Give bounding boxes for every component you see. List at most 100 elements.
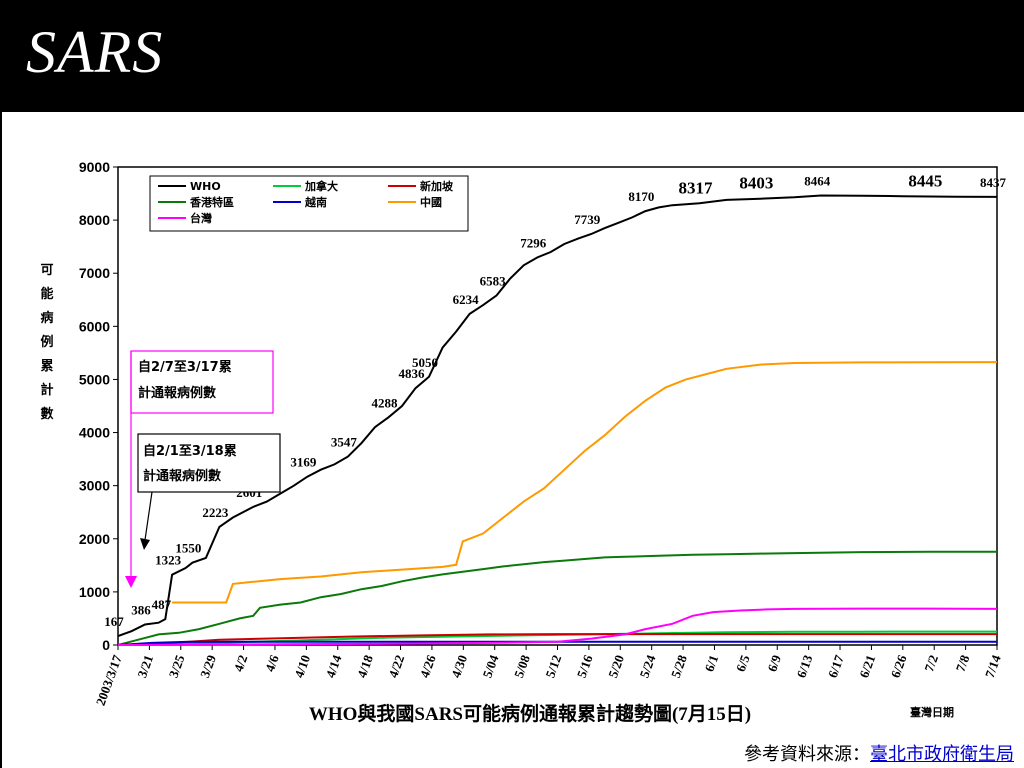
y-tick-label: 3000 — [79, 478, 110, 494]
x-tick-label: 2003/3/17 — [93, 652, 125, 707]
x-tick-label: 4/6 — [262, 652, 282, 673]
data-label: 8170 — [628, 189, 654, 204]
x-tick-labels: 2003/3/17 3/21 3/25 3/29 4/2 4/6 4/10 4/14 4/18 4… — [93, 645, 1004, 708]
data-label: 8437 — [980, 175, 1007, 190]
data-label: 6583 — [480, 273, 507, 288]
data-label: 8317 — [678, 178, 713, 197]
y-tick-label: 9000 — [79, 159, 110, 175]
data-label: 3169 — [290, 455, 317, 470]
legend-label: 中國 — [420, 195, 442, 209]
data-label: 8403 — [739, 174, 773, 193]
slide-title: SARS — [26, 19, 164, 85]
y-tick-label: 7000 — [79, 265, 110, 281]
y-tick-label: 1000 — [79, 584, 110, 600]
legend-label: 越南 — [304, 195, 327, 209]
data-label: 386 — [131, 602, 151, 617]
x-tick-label: 5/12 — [542, 653, 564, 680]
annotation-text: 計通報病例數 — [138, 385, 216, 401]
x-tick-label: 3/25 — [166, 652, 188, 679]
data-label: 2223 — [202, 505, 229, 520]
annotation-text: 自2/7至3/17累 — [138, 359, 232, 375]
x-tick-label: 4/22 — [385, 653, 407, 680]
data-label: 7296 — [520, 236, 547, 251]
y-tick-label: 4000 — [79, 425, 110, 441]
series-line — [117, 607, 998, 646]
data-label: 1550 — [175, 541, 201, 556]
x-tick-label: 3/29 — [197, 652, 219, 679]
data-labels: 1673864871323155022232601316935474288483… — [104, 171, 1006, 629]
x-tick-label: 6/13 — [793, 652, 815, 679]
series-line — [117, 633, 997, 646]
legend-label: 加拿大 — [304, 179, 338, 193]
chart-title: WHO與我國SARS可能病例通報累計趨勢圖(7月15日) — [309, 702, 751, 725]
x-tick-label: 5/20 — [605, 653, 627, 680]
annotation-arrowhead — [140, 538, 150, 550]
data-label: 8464 — [804, 173, 831, 188]
annotation-text: 計通報病例數 — [143, 468, 221, 484]
y-tick-labels: 0 1000 2000 3000 4000 5000 6000 7000 8000 9000 — [79, 159, 118, 653]
source-label: 參考資料來源： — [744, 744, 870, 765]
x-tick-label: 5/16 — [574, 652, 596, 679]
x-tick-label: 4/14 — [323, 652, 345, 679]
y-axis-title-char: 病 — [40, 310, 53, 326]
x-tick-label: 7/8 — [953, 652, 973, 673]
x-axis-title: 臺灣日期 — [910, 705, 954, 719]
x-tick-label: 5/28 — [668, 652, 690, 679]
data-label: 4288 — [371, 395, 398, 410]
x-tick-label: 4/18 — [354, 652, 376, 679]
legend-label: 香港特區 — [189, 195, 234, 209]
x-tick-label: 6/26 — [888, 652, 910, 679]
slide-header: SARS — [0, 0, 1024, 112]
data-label: 8445 — [908, 171, 942, 190]
series-lines — [117, 194, 998, 646]
legend-label: 新加坡 — [420, 179, 454, 193]
x-tick-label: 5/24 — [636, 652, 658, 679]
data-label: 7739 — [574, 212, 601, 227]
data-label: 167 — [104, 614, 124, 629]
x-tick-label: 6/17 — [825, 652, 847, 679]
annotation-text: 自2/1至3/18累 — [143, 443, 237, 459]
y-tick-label: 5000 — [79, 371, 110, 387]
x-tick-label: 5/08 — [511, 652, 533, 679]
annotation-arrowhead — [125, 576, 137, 588]
y-axis-title-char: 計 — [40, 382, 53, 398]
source-credit: 參考資料來源：臺北市政府衛生局 — [744, 740, 1014, 766]
x-tick-label: 7/2 — [921, 653, 941, 674]
y-tick-label: 2000 — [79, 531, 110, 547]
x-tick-label: 7/14 — [982, 652, 1004, 679]
data-label: 6234 — [453, 292, 480, 307]
x-tick-label: 3/21 — [134, 653, 156, 680]
series-line — [117, 640, 997, 646]
x-tick-label: 6/1 — [702, 653, 722, 674]
x-tick-label: 6/9 — [764, 652, 784, 673]
legend-label: 台灣 — [190, 211, 212, 225]
data-label: 3547 — [331, 435, 358, 450]
source-link[interactable]: 臺北市政府衛生局 — [870, 744, 1014, 765]
chart: 0 1000 2000 3000 4000 5000 6000 7000 8000 9000 20… — [40, 159, 1006, 725]
data-label: 1323 — [155, 553, 182, 568]
legend-label: WHO — [190, 180, 221, 193]
y-axis-title-char: 累 — [40, 358, 53, 374]
annotation-box — [137, 433, 281, 493]
annotation-leader — [144, 491, 153, 541]
series-line — [117, 550, 997, 646]
y-tick-label: 8000 — [79, 212, 110, 228]
x-tick-label: 4/26 — [417, 652, 439, 679]
y-tick-label: 6000 — [79, 318, 110, 334]
x-tick-label: 4/30 — [448, 653, 470, 680]
x-tick-label: 6/21 — [856, 653, 878, 680]
annotation-box — [130, 350, 274, 414]
series-line — [172, 361, 998, 604]
x-tick-label: 6/5 — [733, 652, 753, 673]
data-label: 4836 — [399, 366, 426, 381]
x-tick-label: 4/10 — [291, 653, 313, 680]
y-axis-title-char: 可 — [40, 263, 53, 278]
series-line — [117, 194, 998, 638]
y-axis-title-char: 例 — [40, 334, 53, 350]
y-tick-label: 0 — [102, 637, 110, 653]
x-tick-label: 5/04 — [480, 652, 502, 679]
y-axis-title-char: 數 — [40, 406, 53, 422]
